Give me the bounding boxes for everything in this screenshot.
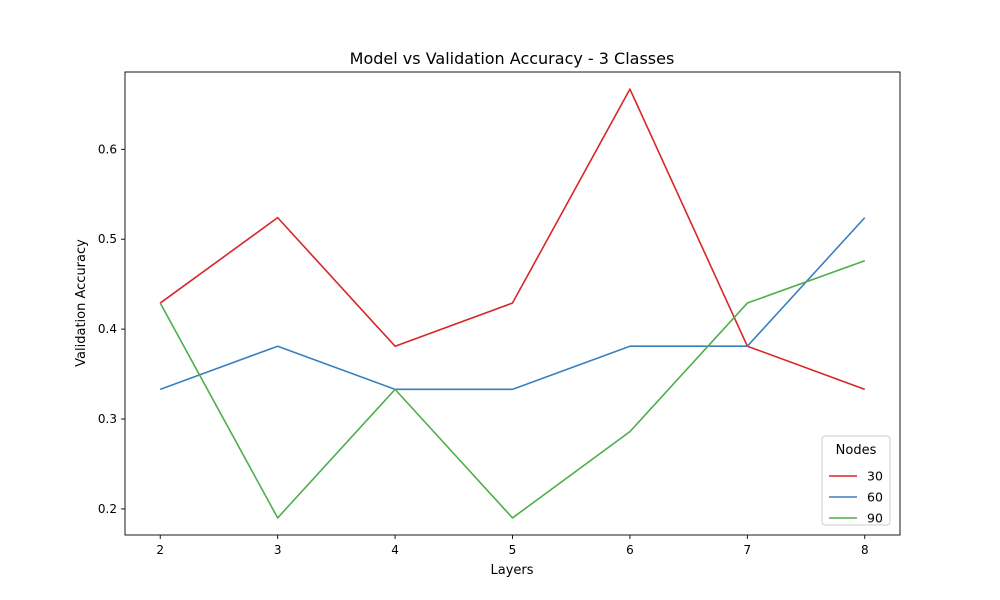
y-tick-label: 0.2 [98,502,117,516]
chart-title: Model vs Validation Accuracy - 3 Classes [350,49,675,68]
y-tick-label: 0.5 [98,232,117,246]
legend-title: Nodes [836,443,877,458]
plot-area: 2 3 4 5 6 7 8 0.2 0.3 0.4 0.5 0.6 Nodes 30 60 90 [98,71,901,557]
y-axis-label: Validation Accuracy [74,239,89,367]
legend-label-60: 60 [867,490,883,505]
y-tick-label: 0.6 [98,142,117,156]
legend-label-30: 30 [867,469,883,484]
y-tick-label: 0.3 [98,412,117,426]
x-tick-label: 5 [509,543,517,557]
y-tick-label: 0.4 [98,322,117,336]
x-tick-label: 7 [744,543,752,557]
legend: Nodes 30 60 90 [821,435,891,526]
x-tick-label: 8 [861,543,869,557]
legend-label-90: 90 [867,511,883,526]
x-tick-label: 6 [626,543,634,557]
legend-box [821,435,891,526]
x-axis-label: Layers [490,563,533,578]
x-tick-label: 3 [274,543,282,557]
series-line-90 [159,260,866,519]
x-tick-label: 4 [391,543,399,557]
series-line-30 [159,88,866,391]
x-tick-label: 2 [156,543,164,557]
series-line-60 [159,217,866,391]
